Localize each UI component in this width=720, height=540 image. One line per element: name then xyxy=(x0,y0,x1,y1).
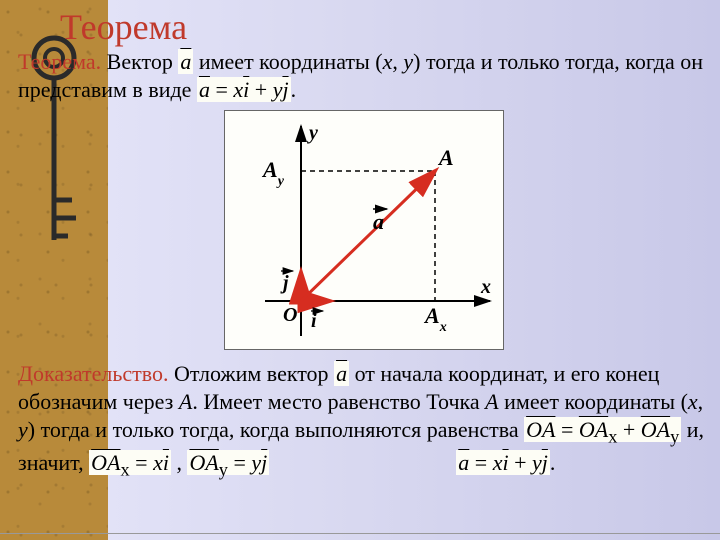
theorem-formula: a = xi + yj xyxy=(197,77,291,102)
point-Ax-label: Ax xyxy=(423,303,447,335)
proof-t1: Отложим вектор xyxy=(169,361,335,386)
vector-diagram: y x O A Ay Ax a i j xyxy=(224,110,504,350)
proof-gap xyxy=(269,450,456,475)
proof-final: a = xi + yj xyxy=(456,450,550,475)
theorem-lead: Теорема. xyxy=(18,49,101,74)
vec-j-label: j xyxy=(280,272,289,294)
page-title: Теорема xyxy=(60,6,187,48)
proof-oax: OAx = xi xyxy=(89,450,171,475)
theorem-statement: Теорема. Вектор a имеет координаты (x, y… xyxy=(18,48,708,103)
proof-period: . xyxy=(550,450,556,475)
diagram-svg: y x O A Ay Ax a i j xyxy=(225,111,503,349)
proof-y: y xyxy=(18,417,28,442)
bottom-divider xyxy=(0,533,720,534)
proof-comma: , xyxy=(698,389,704,414)
proof-text: Доказательство. Отложим вектор a от нача… xyxy=(18,360,712,482)
theorem-t2: имеет координаты ( xyxy=(193,49,382,74)
proof-vec-a: a xyxy=(336,361,347,386)
point-A-label: A xyxy=(437,145,454,170)
theorem-x: x xyxy=(383,49,393,74)
theorem-t1: Вектор xyxy=(101,49,178,74)
proof-sep: , xyxy=(171,450,188,475)
proof-t4: имеет координаты ( xyxy=(499,389,688,414)
axis-y-label: y xyxy=(307,122,318,144)
origin-label: O xyxy=(283,304,297,326)
theorem-period: . xyxy=(291,77,297,102)
theorem-y: y xyxy=(403,49,413,74)
proof-mid-formula: OA = OAx + OAy xyxy=(524,417,681,442)
proof-x: x xyxy=(688,389,698,414)
slide-content: Теорема Теорема. Вектор a имеет координа… xyxy=(0,0,720,540)
proof-A: A xyxy=(179,389,192,414)
proof-oay: OAy = yj xyxy=(187,450,269,475)
proof-lead: Доказательство. xyxy=(18,361,169,386)
theorem-comma: , xyxy=(392,49,403,74)
vec-a: a xyxy=(180,49,191,74)
vec-i-label: i xyxy=(311,310,317,332)
axis-x-label: x xyxy=(480,276,491,298)
vec-a-label: a xyxy=(373,209,384,234)
point-Ay-label: Ay xyxy=(261,157,285,189)
proof-t3: . Имеет место равенство Точка xyxy=(192,389,485,414)
proof-t5: ) тогда и только тогда, когда выполняютс… xyxy=(28,417,524,442)
proof-A2: A xyxy=(485,389,498,414)
